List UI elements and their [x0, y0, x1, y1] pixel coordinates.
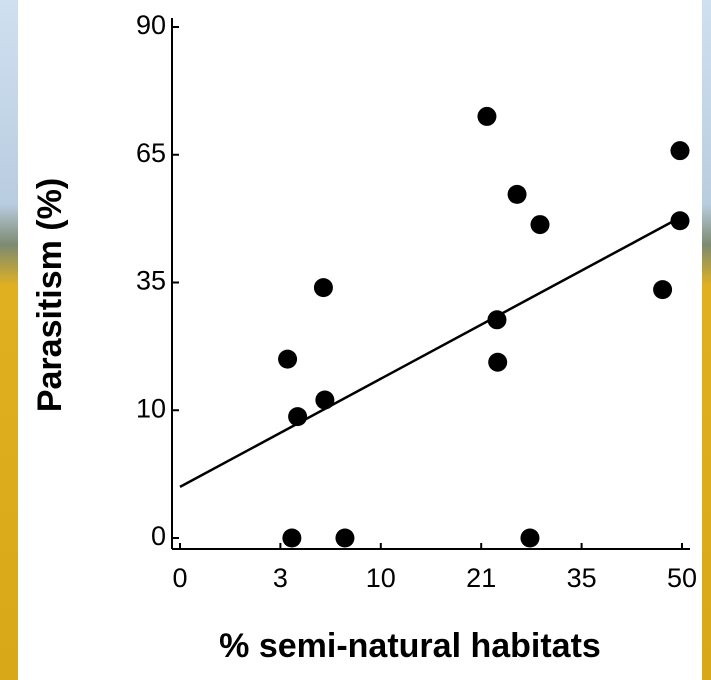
- point: [288, 407, 308, 427]
- point: [278, 349, 298, 369]
- y-tick-label: 10: [136, 393, 166, 423]
- x-axis-title: % semi-natural habitats: [219, 627, 601, 665]
- point: [653, 280, 673, 300]
- point: [282, 528, 302, 548]
- point: [670, 141, 690, 161]
- panel: [18, 0, 702, 680]
- x-tick-label: 3: [273, 563, 288, 593]
- point: [530, 215, 550, 235]
- point: [313, 278, 333, 298]
- point: [520, 528, 540, 548]
- point: [335, 528, 355, 548]
- y-tick-label: 0: [151, 521, 166, 551]
- point: [670, 211, 690, 231]
- y-tick-label: 90: [136, 10, 166, 40]
- x-tick-label: 35: [567, 563, 597, 593]
- fit-line: [179, 215, 683, 489]
- x-tick-label: 0: [172, 563, 187, 593]
- point: [477, 106, 497, 126]
- point: [488, 352, 508, 372]
- y-tick-label: 35: [136, 266, 166, 296]
- x-tick-label: 50: [667, 563, 697, 593]
- y-tick-label: 65: [136, 138, 166, 168]
- x-tick-label: 10: [366, 563, 396, 593]
- y-axis-title: Parasitism (%): [31, 178, 69, 412]
- point: [507, 184, 527, 204]
- point: [315, 390, 335, 410]
- point: [487, 310, 507, 330]
- x-tick-label: 21: [466, 563, 496, 593]
